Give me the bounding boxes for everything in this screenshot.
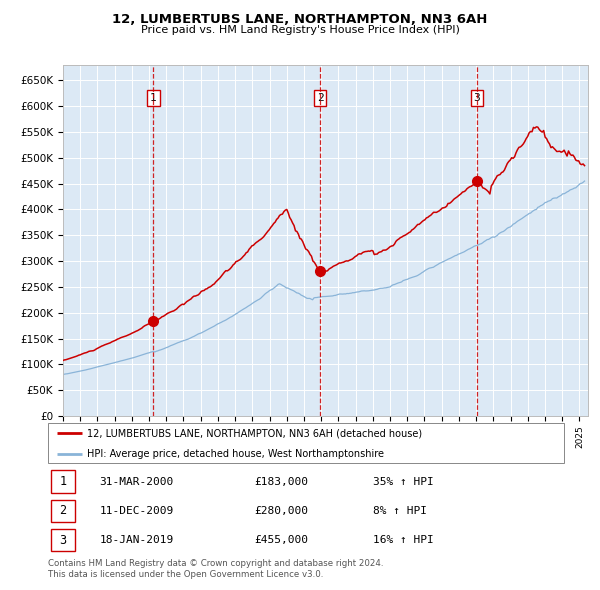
FancyBboxPatch shape: [50, 500, 76, 522]
Text: 3: 3: [473, 93, 481, 103]
Text: 2: 2: [59, 504, 67, 517]
FancyBboxPatch shape: [50, 529, 76, 552]
Text: 35% ↑ HPI: 35% ↑ HPI: [373, 477, 434, 487]
Text: Contains HM Land Registry data © Crown copyright and database right 2024.
This d: Contains HM Land Registry data © Crown c…: [48, 559, 383, 579]
Text: 18-JAN-2019: 18-JAN-2019: [100, 535, 174, 545]
FancyBboxPatch shape: [50, 470, 76, 493]
Text: 16% ↑ HPI: 16% ↑ HPI: [373, 535, 434, 545]
Text: 1: 1: [150, 93, 157, 103]
Text: 11-DEC-2009: 11-DEC-2009: [100, 506, 174, 516]
Text: 2: 2: [317, 93, 323, 103]
Text: 3: 3: [59, 533, 67, 546]
Text: 8% ↑ HPI: 8% ↑ HPI: [373, 506, 427, 516]
Text: 12, LUMBERTUBS LANE, NORTHAMPTON, NN3 6AH (detached house): 12, LUMBERTUBS LANE, NORTHAMPTON, NN3 6A…: [86, 428, 422, 438]
Text: HPI: Average price, detached house, West Northamptonshire: HPI: Average price, detached house, West…: [86, 450, 384, 460]
Text: 12, LUMBERTUBS LANE, NORTHAMPTON, NN3 6AH: 12, LUMBERTUBS LANE, NORTHAMPTON, NN3 6A…: [112, 13, 488, 26]
Text: 1: 1: [59, 476, 67, 489]
Text: 31-MAR-2000: 31-MAR-2000: [100, 477, 174, 487]
Text: £455,000: £455,000: [254, 535, 308, 545]
Text: £280,000: £280,000: [254, 506, 308, 516]
FancyBboxPatch shape: [48, 423, 564, 463]
Text: £183,000: £183,000: [254, 477, 308, 487]
Text: Price paid vs. HM Land Registry's House Price Index (HPI): Price paid vs. HM Land Registry's House …: [140, 25, 460, 35]
